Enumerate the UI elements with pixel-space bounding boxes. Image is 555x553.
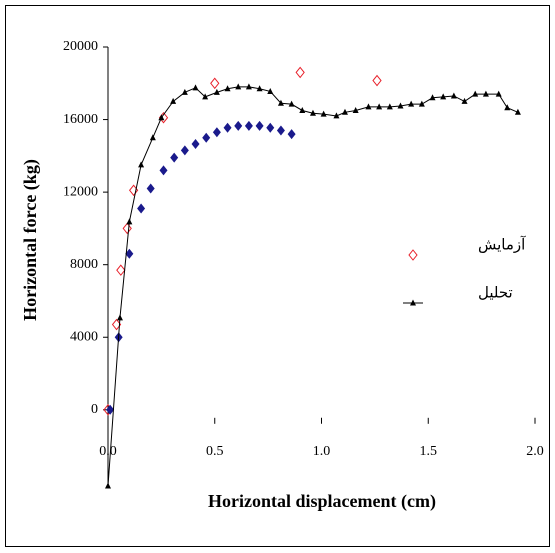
y-tick-label: 20000 [63, 39, 98, 54]
point [180, 145, 189, 156]
series-line [107, 86, 519, 487]
legend-label: تحلیل [478, 284, 513, 302]
point [482, 90, 489, 97]
point [146, 183, 155, 194]
point [170, 97, 177, 104]
point [158, 114, 165, 121]
point [288, 100, 295, 107]
x-axis-title: Horizontal displacement (cm) [208, 491, 436, 512]
frame [5, 5, 550, 547]
legend-label: آزمایش [478, 236, 526, 254]
point [210, 77, 220, 90]
point [504, 104, 511, 111]
point [299, 106, 306, 113]
point [333, 112, 340, 119]
point [122, 222, 132, 235]
point [495, 90, 502, 97]
point [223, 122, 232, 133]
point [159, 165, 168, 176]
point [352, 106, 359, 113]
point [276, 125, 285, 136]
point [450, 92, 457, 99]
y-tick-label: 8000 [70, 257, 98, 272]
point [295, 66, 305, 79]
point [320, 110, 327, 117]
point [397, 102, 404, 109]
x-tick-label: 1.5 [420, 444, 438, 459]
point [440, 93, 447, 100]
point [245, 83, 252, 90]
x-tick-label: 2.0 [526, 444, 544, 459]
legend-marker [408, 249, 418, 261]
point [192, 84, 199, 91]
point [277, 99, 284, 106]
point [234, 120, 243, 131]
legend-marker [410, 299, 416, 306]
point [213, 88, 220, 95]
point [514, 108, 521, 115]
point [149, 134, 156, 141]
point [255, 120, 264, 131]
point [287, 129, 296, 140]
point [202, 132, 211, 143]
point [266, 122, 275, 133]
point [267, 87, 274, 94]
point [386, 103, 393, 110]
point [116, 264, 126, 276]
point [472, 90, 479, 97]
point [418, 100, 425, 107]
point [191, 139, 200, 150]
point [376, 103, 383, 110]
point [372, 74, 382, 87]
point [116, 314, 123, 321]
point [202, 93, 209, 100]
point [256, 85, 263, 92]
point [126, 218, 133, 225]
point [244, 120, 253, 131]
point [341, 108, 348, 115]
point [138, 161, 145, 168]
point [461, 97, 468, 104]
y-tick-label: 12000 [63, 184, 98, 199]
point [309, 109, 316, 116]
point [212, 127, 221, 138]
x-tick-label: 1.0 [313, 444, 331, 459]
point [125, 248, 134, 259]
point [170, 152, 179, 163]
point [181, 88, 188, 95]
y-tick-label: 0 [91, 402, 98, 417]
point [105, 482, 111, 489]
point [408, 100, 415, 107]
point [365, 103, 372, 110]
point [235, 83, 242, 90]
point [224, 85, 231, 92]
x-tick-label: 0.0 [99, 444, 117, 459]
y-tick-label: 16000 [63, 112, 98, 127]
point [106, 404, 115, 415]
y-axis-title: Horizontal force (kg) [20, 159, 41, 321]
x-tick-label: 0.5 [206, 444, 224, 459]
point [137, 203, 146, 214]
y-tick-label: 4000 [70, 329, 98, 344]
point [429, 94, 436, 101]
